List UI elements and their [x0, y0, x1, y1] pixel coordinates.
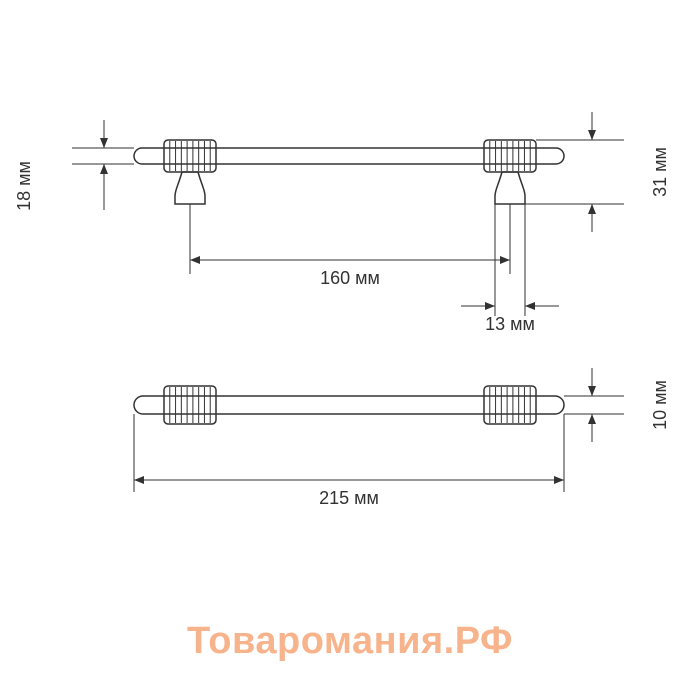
dim-label-160mm: 160 мм: [320, 268, 380, 288]
dim-label-10mm: 10 мм: [650, 380, 670, 430]
watermark-text: Товаромания.РФ: [0, 620, 700, 663]
dim-label-215mm: 215 мм: [319, 488, 379, 508]
dim-label-31mm: 31 мм: [650, 147, 670, 197]
dim-label-18mm: 18 мм: [14, 161, 34, 211]
dim-label-13mm: 13 мм: [485, 314, 535, 334]
